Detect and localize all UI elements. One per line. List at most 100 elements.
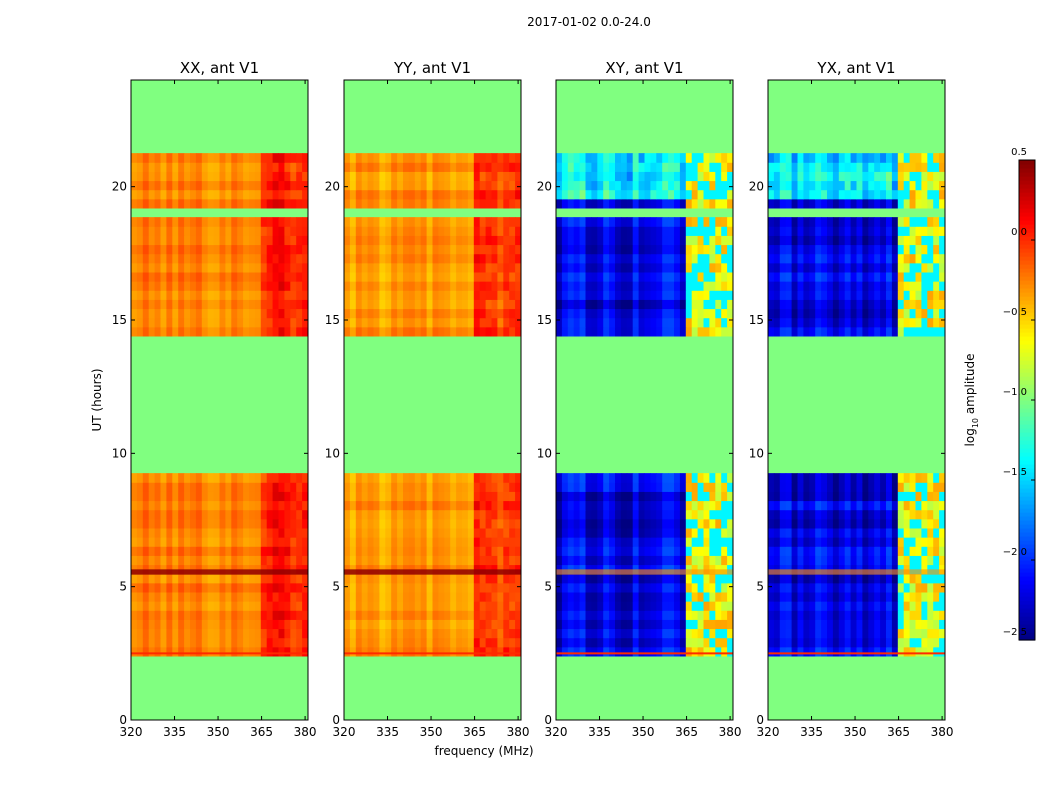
heatmap-cell	[195, 555, 203, 566]
heatmap-cell	[397, 619, 404, 630]
heatmap-cell	[166, 482, 173, 492]
heatmap-cell	[638, 299, 645, 310]
heatmap-cell	[503, 537, 510, 547]
heatmap-cell	[231, 619, 238, 630]
heatmap-cell	[803, 500, 810, 511]
heatmap-cell	[296, 637, 303, 648]
heatmap-cell	[927, 299, 934, 310]
heatmap-cell	[603, 162, 610, 172]
heatmap-cell	[278, 180, 285, 191]
heatmap-cell	[485, 537, 492, 547]
heatmap-cell	[933, 619, 940, 630]
heatmap-cell	[791, 509, 798, 520]
heatmap-cell	[154, 308, 161, 319]
heatmap-cell	[921, 153, 928, 163]
heatmap-cell	[225, 528, 232, 538]
heatmap-cell	[791, 537, 798, 547]
heatmap-cell	[727, 619, 734, 630]
heatmap-cell	[195, 619, 203, 630]
heatmap-cell	[821, 482, 828, 492]
heatmap-cell	[243, 162, 250, 172]
heatmap-cell	[832, 162, 840, 172]
heatmap-cell	[891, 262, 899, 273]
heatmap-cell	[644, 244, 651, 255]
heatmap-cell	[467, 582, 475, 593]
heatmap-cell	[467, 637, 475, 648]
heatmap-cell	[154, 646, 161, 657]
heatmap-cell	[850, 180, 857, 191]
heatmap-cell	[444, 326, 451, 337]
heatmap-cell	[344, 537, 351, 547]
heatmap-cell	[650, 491, 657, 502]
heatmap-cell	[685, 637, 693, 648]
heatmap-cell	[721, 619, 728, 630]
heatmap-cell	[685, 573, 693, 584]
heatmap-cell	[838, 290, 846, 300]
heatmap-cell	[160, 610, 167, 620]
heatmap-cell	[561, 244, 569, 255]
heatmap-cell	[207, 244, 215, 255]
heatmap-cell	[367, 317, 374, 328]
heatmap-cell	[567, 592, 575, 602]
heatmap-cell	[385, 308, 392, 319]
heatmap-cell	[827, 619, 834, 630]
heatmap-cell	[915, 162, 922, 172]
heatmap-cell	[779, 308, 787, 319]
heatmap-cell	[891, 473, 899, 483]
heatmap-cell	[809, 162, 816, 172]
heatmap-cell	[254, 235, 262, 246]
heatmap-cell	[626, 299, 634, 310]
heatmap-cell	[260, 153, 268, 163]
heatmap-cell	[184, 290, 191, 300]
heatmap-cell	[644, 272, 651, 282]
heatmap-cell	[668, 610, 675, 620]
heatmap-cell	[160, 537, 167, 547]
heatmap-cell	[903, 198, 911, 209]
heatmap-cell	[385, 253, 392, 264]
heatmap-cell	[225, 180, 232, 191]
heatmap-cell	[556, 528, 563, 538]
heatmap-cell	[768, 235, 775, 246]
heatmap-cell	[597, 162, 604, 172]
heatmap-cell	[136, 253, 144, 264]
heatmap-cell	[903, 628, 911, 639]
heatmap-cell	[561, 473, 569, 483]
heatmap-cell	[160, 592, 167, 602]
heatmap-cell	[503, 473, 510, 483]
heatmap-cell	[479, 518, 487, 529]
heatmap-cell	[290, 601, 297, 611]
heatmap-cell	[815, 253, 822, 264]
heatmap-cell	[142, 592, 150, 602]
heatmap-cell	[249, 518, 256, 529]
heatmap-cell	[603, 628, 610, 639]
heatmap-cell	[367, 546, 374, 556]
colorbar-segment	[1019, 364, 1035, 369]
heatmap-cell	[473, 226, 481, 236]
heatmap-cell	[367, 272, 374, 282]
heatmap-cell	[160, 235, 167, 246]
heatmap-cell	[462, 180, 469, 191]
heatmap-cell	[207, 555, 215, 566]
heatmap-cell	[626, 637, 634, 648]
heatmap-cell	[243, 299, 250, 310]
heatmap-cell	[207, 537, 215, 547]
heatmap-cell	[379, 253, 386, 264]
x-tick-label: 335	[588, 725, 611, 739]
heatmap-cell	[556, 592, 563, 602]
heatmap-cell	[296, 500, 303, 511]
heatmap-cell	[426, 619, 433, 630]
heatmap-cell	[609, 217, 616, 227]
heatmap-cell	[844, 646, 852, 657]
heatmap-cell	[638, 189, 645, 200]
heatmap-cell	[515, 610, 522, 620]
heatmap-cell	[685, 646, 693, 657]
heatmap-cell	[207, 610, 215, 620]
heatmap-cell	[296, 244, 303, 255]
heatmap-cell	[249, 226, 256, 236]
heatmap-cell	[620, 528, 628, 538]
heatmap-cell	[260, 162, 268, 172]
heatmap-cell	[597, 253, 604, 264]
heatmap-cell	[891, 308, 899, 319]
heatmap-cell	[832, 244, 840, 255]
heatmap-cell	[939, 573, 946, 584]
